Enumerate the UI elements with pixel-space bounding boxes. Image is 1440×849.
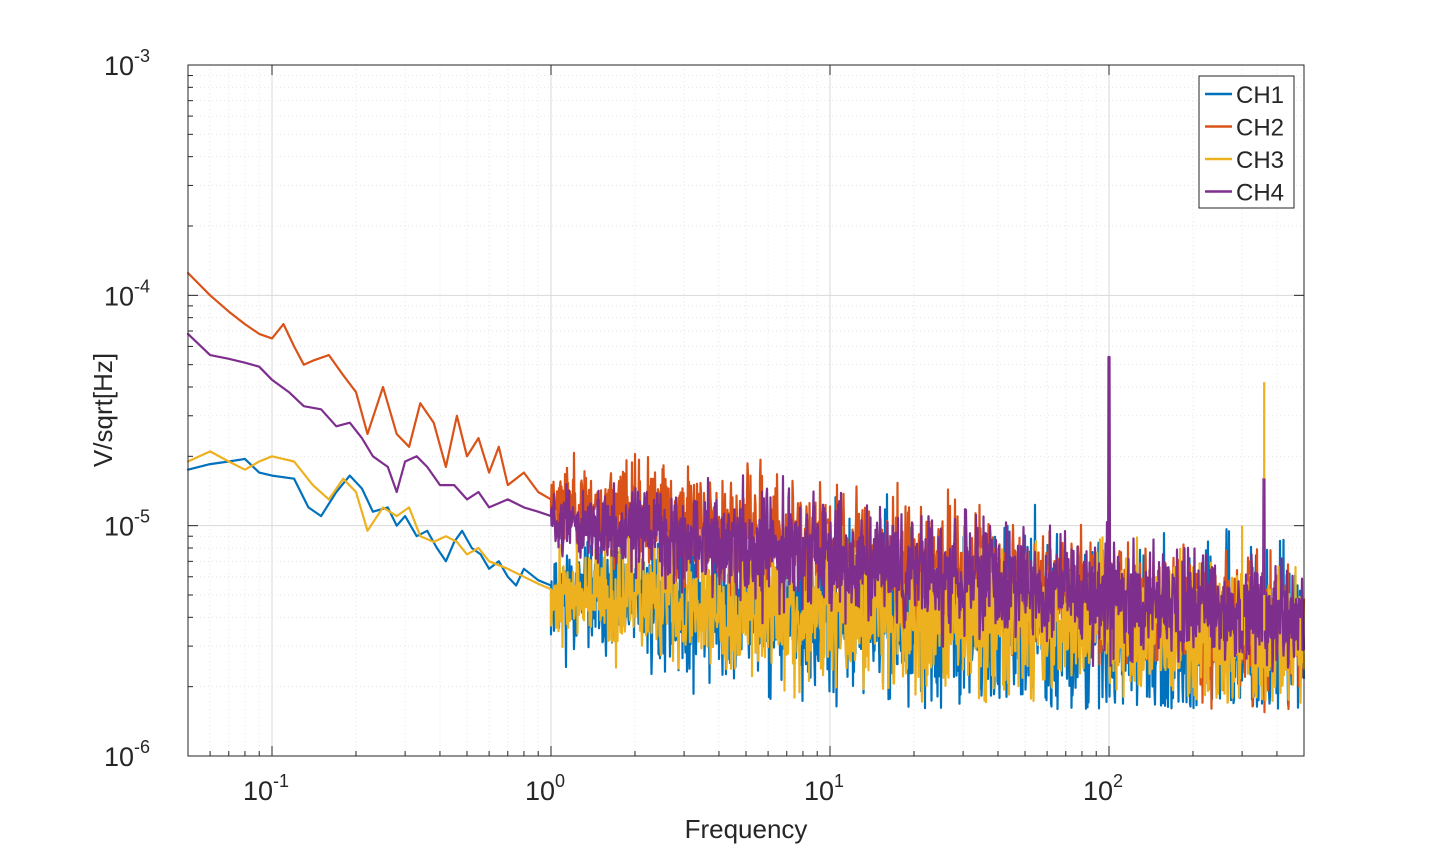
x-tick-label: 101 xyxy=(804,771,844,806)
x-tick-label: 10-1 xyxy=(243,771,289,806)
x-tick-exponent: 2 xyxy=(1113,771,1123,791)
legend-label-ch2: CH2 xyxy=(1236,115,1284,142)
legend: CH1 CH2 CH3 CH4 xyxy=(1198,75,1295,209)
y-tick-label: 10-5 xyxy=(104,507,150,542)
legend-label-ch1: CH1 xyxy=(1236,82,1284,109)
y-tick-exponent: -4 xyxy=(134,276,150,296)
y-tick-exponent: -5 xyxy=(134,507,150,527)
y-tick-label: 10-4 xyxy=(104,276,150,311)
x-tick-label: 102 xyxy=(1083,771,1123,806)
y-tick-exponent: -6 xyxy=(134,737,150,757)
series-line-ch4 xyxy=(186,332,1306,673)
x-tick-label: 100 xyxy=(525,771,565,806)
y-tick-labels: 10-6 10-5 10-4 10-3 xyxy=(104,46,150,772)
x-tick-exponent: 1 xyxy=(834,771,844,791)
x-tick-exponent: -1 xyxy=(273,771,289,791)
y-tick-label: 10-6 xyxy=(104,737,150,772)
legend-label-ch3: CH3 xyxy=(1236,147,1284,174)
x-axis-label: Frequency xyxy=(685,814,808,844)
y-tick-label: 10-3 xyxy=(104,46,150,81)
axis-ticks xyxy=(187,64,1305,757)
x-tick-exponent: 0 xyxy=(555,771,565,791)
x-tick-labels: 10-1 100 101 102 xyxy=(243,771,1123,806)
y-tick-exponent: -3 xyxy=(134,46,150,66)
legend-box xyxy=(1198,75,1295,209)
y-axis-label: V/sqrt[Hz] xyxy=(88,353,118,467)
legend-label-ch4: CH4 xyxy=(1236,180,1284,207)
series-layer xyxy=(186,271,1306,714)
